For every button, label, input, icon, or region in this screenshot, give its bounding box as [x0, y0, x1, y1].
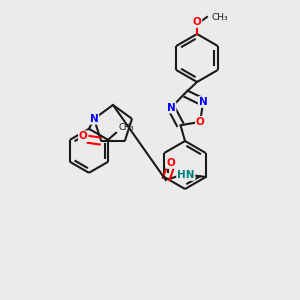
Text: O: O: [193, 17, 201, 27]
Text: O: O: [196, 117, 205, 127]
Text: HN: HN: [177, 170, 194, 180]
Text: O: O: [167, 158, 175, 168]
Text: N: N: [90, 114, 98, 124]
Text: CH₃: CH₃: [118, 123, 134, 132]
Text: O: O: [79, 131, 88, 141]
Text: N: N: [167, 103, 176, 112]
Text: CH₃: CH₃: [212, 13, 229, 22]
Text: N: N: [199, 97, 207, 107]
